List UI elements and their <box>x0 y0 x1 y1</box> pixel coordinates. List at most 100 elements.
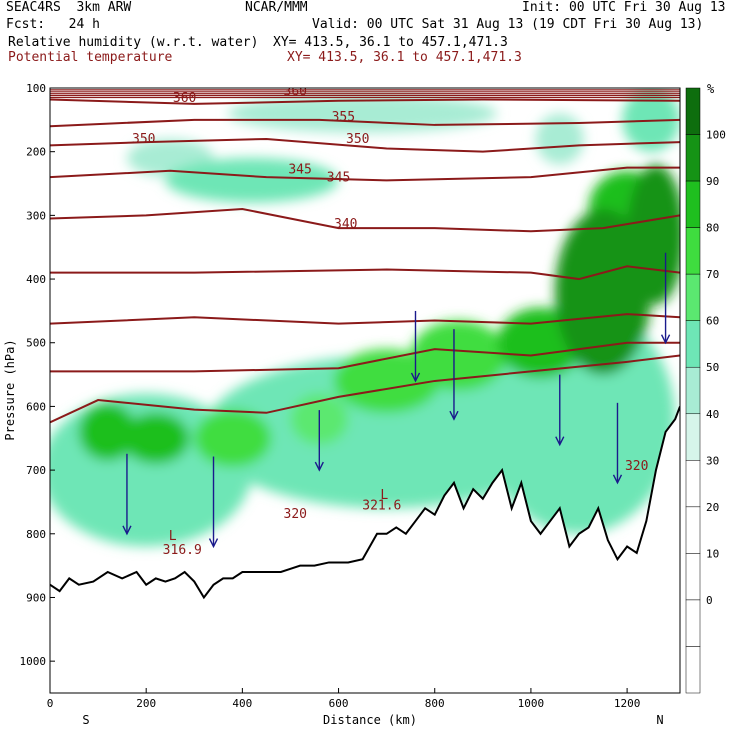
wind-arrowhead <box>410 372 421 383</box>
wind-arrowhead <box>660 334 671 345</box>
north-label: N <box>656 713 663 727</box>
theta-label: 316.9 <box>163 543 202 558</box>
theta-label: 355 <box>332 110 355 125</box>
y-tick-label: 600 <box>26 400 46 413</box>
colorbar-segment <box>685 87 701 135</box>
wind-arrowhead <box>449 410 459 421</box>
terrain-layer <box>50 406 680 693</box>
x-axis-label: Distance (km) <box>323 713 417 727</box>
colorbar-segment <box>685 366 701 415</box>
rh-blob <box>203 355 570 509</box>
x-tick-label: 800 <box>425 697 445 710</box>
y-tick-label: 200 <box>26 146 46 159</box>
theta-label: 340 <box>334 217 357 232</box>
low-marker: L <box>169 529 177 544</box>
wind-arrowhead <box>555 436 565 447</box>
forecast-hour: Fcst: 24 h <box>6 17 100 32</box>
y-axis: 100 200 300 400 500 600 700 800 900 1000 <box>20 82 55 668</box>
theta-label: 360 <box>284 85 307 100</box>
terrain-line <box>50 406 680 600</box>
theta-contour <box>50 265 680 281</box>
rh-blob <box>535 113 584 165</box>
y-tick-label: 700 <box>26 464 46 477</box>
rh-blob <box>554 208 652 375</box>
colorbar-segment <box>685 227 701 275</box>
x-axis: 0 200 400 600 800 1000 1200 <box>47 688 641 710</box>
rh-blob <box>627 164 680 305</box>
rh-blob <box>165 158 339 203</box>
rh-blob <box>122 412 190 464</box>
theta-label: 350 <box>346 132 369 147</box>
low-marker: L <box>380 488 388 503</box>
theta-contour-layer: 360 360 355 350 350 345 345 340 320 321.6 320 316.9… <box>50 85 680 558</box>
colorbar-label: 30 <box>706 454 719 467</box>
wind-arrowhead <box>314 461 324 472</box>
colorbar-label: 90 <box>706 175 719 188</box>
colorbar-segment <box>685 320 701 368</box>
x-tick-label: 200 <box>136 697 156 710</box>
y-tick-label: 800 <box>26 528 46 541</box>
colorbar-label: 100 <box>706 129 726 142</box>
y-axis-label: Pressure (hPa) <box>3 339 17 440</box>
colorbar-segment <box>685 180 701 228</box>
theta-contour <box>50 137 680 153</box>
colorbar-segment <box>685 460 701 508</box>
colorbar-label: 0 <box>706 594 713 607</box>
y-tick-label: 1000 <box>20 655 47 668</box>
x-tick-label: 400 <box>232 697 252 710</box>
valid-time: Valid: 00 UTC Sat 31 Aug 13 (19 CDT Fri … <box>312 17 704 32</box>
theta-label: 350 <box>132 132 155 147</box>
theta-contour <box>50 207 680 233</box>
colorbar: 0 10 20 30 40 50 60 70 80 90 100 <box>685 87 726 694</box>
wind-arrowhead <box>208 538 219 549</box>
rh-field-label: Relative humidity (w.r.t. water) <box>8 35 259 50</box>
rh-blob <box>227 94 498 133</box>
theta-label: 320 <box>625 459 648 474</box>
colorbar-label: 60 <box>706 315 719 328</box>
theta-contour <box>50 354 680 424</box>
init-time: Init: 00 UTC Fri 30 Aug 13 <box>522 0 726 15</box>
theta-contour <box>50 341 680 373</box>
wind-arrowhead <box>122 525 132 536</box>
theta-contour <box>50 98 680 105</box>
colorbar-segment <box>685 273 701 321</box>
colorbar-label: 80 <box>706 222 719 235</box>
y-tick-label: 300 <box>26 209 46 222</box>
y-tick-label: 500 <box>26 337 46 350</box>
colorbar-label: 20 <box>706 501 719 514</box>
rh-blob <box>194 409 272 467</box>
colorbar-segment <box>685 134 701 182</box>
colorbar-label: 50 <box>706 361 719 374</box>
colorbar-label: 10 <box>706 547 719 560</box>
y-tick-label: 400 <box>26 273 46 286</box>
theta-field-label: Potential temperature <box>8 50 173 65</box>
y-tick-label: 900 <box>26 591 46 604</box>
colorbar-label: 40 <box>706 408 719 421</box>
x-tick-label: 0 <box>47 697 54 710</box>
theta-label: 360 <box>173 91 196 106</box>
theta-contour <box>50 166 680 182</box>
model-title: SEAC4RS 3km ARW <box>6 0 132 15</box>
theta-label: 345 <box>288 162 311 177</box>
x-tick-label: 1200 <box>614 697 641 710</box>
x-tick-label: 1000 <box>518 697 545 710</box>
theta-contour <box>50 313 680 325</box>
y-tick-label: 100 <box>26 82 46 95</box>
colorbar-segment <box>685 413 701 461</box>
theta-contour <box>50 118 680 128</box>
colorbar-segment <box>685 553 701 601</box>
theta-label: 345 <box>327 171 350 186</box>
wind-arrowhead <box>612 474 623 485</box>
colorbar-segment <box>685 506 701 554</box>
south-label: S <box>82 713 89 727</box>
rh-blob <box>410 320 507 391</box>
wind-vector-layer <box>122 252 671 549</box>
colorbar-unit: % <box>707 82 715 96</box>
x-tick-label: 600 <box>329 697 349 710</box>
colorbar-segment <box>685 599 701 647</box>
colorbar-segment <box>685 646 701 694</box>
theta-label: 320 <box>284 507 307 522</box>
colorbar-label: 70 <box>706 268 719 281</box>
theta-label: 321.6 <box>362 499 401 514</box>
